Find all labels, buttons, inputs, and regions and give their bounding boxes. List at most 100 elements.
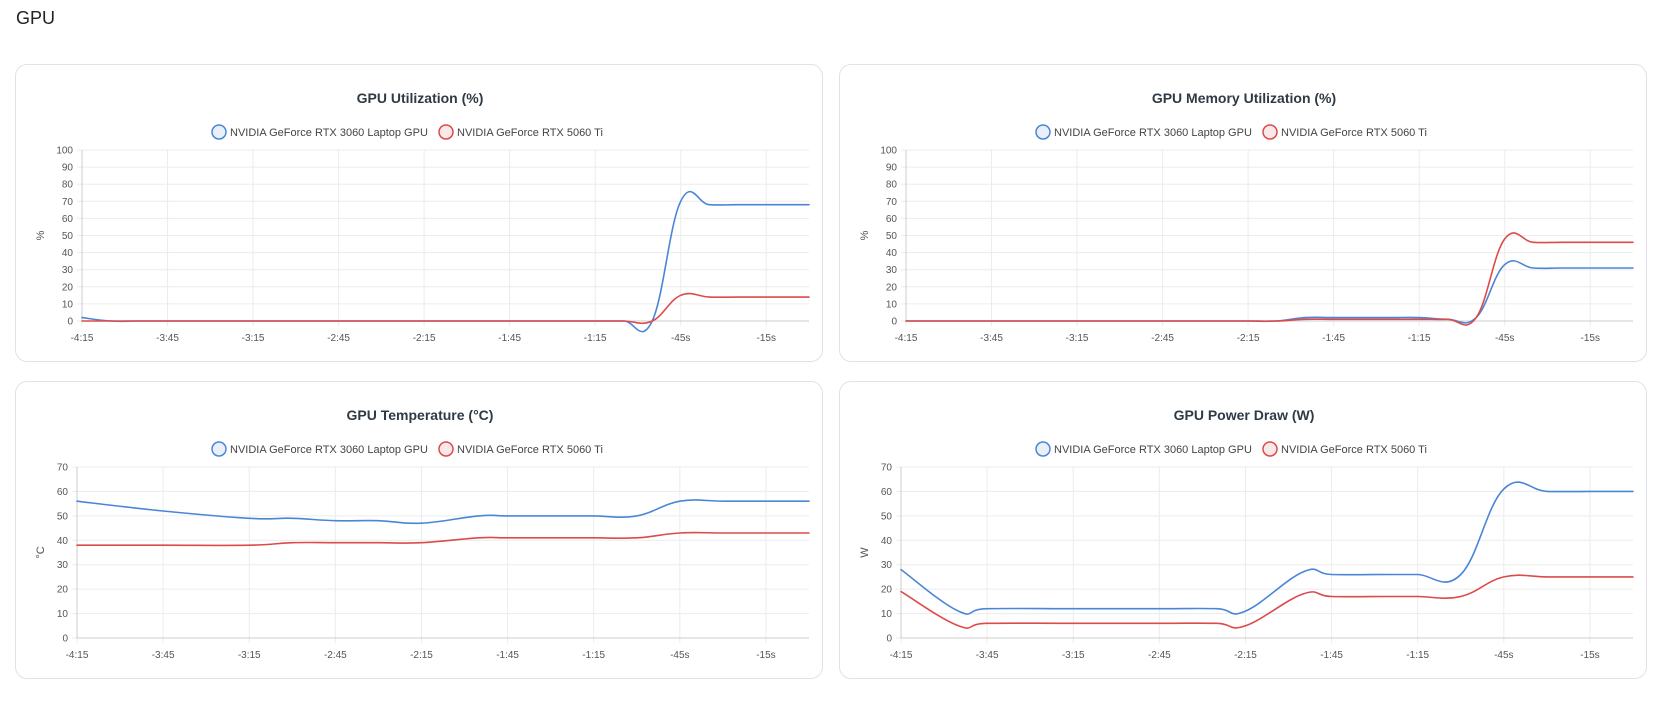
y-tick-label: 10	[57, 609, 69, 620]
x-tick-label: -2:45	[1148, 650, 1171, 661]
y-tick-label: 0	[62, 634, 68, 645]
y-tick-label: 60	[881, 487, 893, 498]
legend-label: NVIDIA GeForce RTX 3060 Laptop GPU	[1054, 127, 1252, 139]
legend-item-rtx-5060-ti[interactable]: NVIDIA GeForce RTX 5060 Ti	[438, 441, 603, 457]
x-tick-label: -2:15	[1234, 650, 1257, 661]
gpu-temperature-card: GPU Temperature (°C) NVIDIA GeForce RTX 3…	[15, 381, 823, 679]
series-line-rtx-5060-ti	[76, 531, 810, 547]
y-tick-label: 20	[62, 282, 74, 293]
x-tick-label: -15s	[757, 333, 776, 344]
y-tick-label: 10	[62, 299, 74, 310]
page-title: GPU	[16, 8, 56, 28]
y-tick-label: 20	[881, 585, 893, 596]
series-line-rtx-5060-ti	[81, 292, 810, 325]
gpu-utilization-card: GPU Utilization (%) NVIDIA GeForce RTX 30…	[15, 64, 823, 362]
grid	[77, 149, 809, 326]
x-tick-label: -4:15	[895, 333, 918, 344]
x-tick-label: -15s	[756, 650, 775, 661]
y-axis-label: %	[35, 230, 47, 240]
x-tick-label: -3:45	[152, 650, 175, 661]
x-tick-label: -4:15	[71, 333, 94, 344]
series-line-rtx-3060	[900, 481, 1634, 615]
y-tick-label: 30	[57, 560, 69, 571]
y-tick-label: 30	[62, 265, 74, 276]
legend-marker-icon	[1035, 441, 1051, 457]
x-tick-label: -1:15	[1406, 650, 1429, 661]
legend-label: NVIDIA GeForce RTX 5060 Ti	[457, 127, 603, 139]
x-tick-label: -2:15	[1237, 333, 1260, 344]
legend-marker-icon	[1262, 441, 1278, 457]
y-axis-label: %	[859, 230, 871, 240]
y-tick-label: 20	[57, 585, 69, 596]
legend-item-rtx-3060[interactable]: NVIDIA GeForce RTX 3060 Laptop GPU	[211, 124, 428, 140]
y-tick-label: 100	[880, 146, 897, 157]
x-tick-label: -45s	[1495, 333, 1514, 344]
x-tick-label: -2:45	[1151, 333, 1174, 344]
legend-marker-icon	[1262, 124, 1278, 140]
x-tick-label: -3:45	[980, 333, 1003, 344]
y-tick-label: 60	[57, 487, 69, 498]
x-tick-label: -3:15	[242, 333, 265, 344]
y-tick-label: 70	[57, 463, 69, 474]
x-tick-label: -3:15	[1066, 333, 1089, 344]
chart-title: GPU Power Draw (W)	[1174, 407, 1315, 423]
y-tick-label: 0	[886, 634, 892, 645]
y-tick-label: 40	[57, 536, 69, 547]
x-tick-label: -1:15	[584, 333, 607, 344]
x-tick-label: -45s	[1494, 650, 1513, 661]
legend-item-rtx-3060[interactable]: NVIDIA GeForce RTX 3060 Laptop GPU	[1035, 441, 1252, 457]
y-tick-label: 50	[57, 511, 69, 522]
chart-legend: NVIDIA GeForce RTX 3060 Laptop GPU NVIDIA…	[1035, 441, 1427, 457]
x-tick-label: -2:45	[327, 333, 350, 344]
legend-item-rtx-5060-ti[interactable]: NVIDIA GeForce RTX 5060 Ti	[1262, 441, 1427, 457]
gpu-power-draw-chart: GPU Power Draw (W) NVIDIA GeForce RTX 306…	[859, 407, 1634, 661]
y-tick-label: 80	[62, 180, 74, 191]
legend-item-rtx-3060[interactable]: NVIDIA GeForce RTX 3060 Laptop GPU	[1035, 124, 1252, 140]
y-tick-label: 60	[62, 214, 74, 225]
legend-item-rtx-5060-ti[interactable]: NVIDIA GeForce RTX 5060 Ti	[438, 124, 603, 140]
legend-marker-icon	[211, 124, 227, 140]
y-tick-label: 90	[62, 163, 74, 174]
legend-label: NVIDIA GeForce RTX 5060 Ti	[1281, 444, 1427, 456]
gpu-memory-utilization-card: GPU Memory Utilization (%) NVIDIA GeForce…	[839, 64, 1647, 362]
chart-legend: NVIDIA GeForce RTX 3060 Laptop GPU NVIDIA…	[211, 441, 603, 457]
legend-item-rtx-3060[interactable]: NVIDIA GeForce RTX 3060 Laptop GPU	[211, 441, 428, 457]
x-tick-label: -1:15	[1408, 333, 1431, 344]
chart-legend: NVIDIA GeForce RTX 3060 Laptop GPU NVIDIA…	[211, 124, 603, 140]
y-tick-label: 70	[881, 463, 893, 474]
x-tick-label: -3:45	[156, 333, 179, 344]
legend-label: NVIDIA GeForce RTX 3060 Laptop GPU	[1054, 444, 1252, 456]
legend-item-rtx-5060-ti[interactable]: NVIDIA GeForce RTX 5060 Ti	[1262, 124, 1427, 140]
y-tick-label: 10	[886, 299, 898, 310]
x-tick-label: -15s	[1581, 333, 1600, 344]
x-tick-label: -2:45	[324, 650, 347, 661]
series-line-rtx-5060-ti	[900, 574, 1634, 629]
legend-marker-icon	[438, 441, 454, 457]
x-tick-label: -1:45	[1320, 650, 1343, 661]
gpu-temperature-chart: GPU Temperature (°C) NVIDIA GeForce RTX 3…	[35, 407, 810, 661]
legend-marker-icon	[1035, 124, 1051, 140]
y-tick-label: 50	[886, 231, 898, 242]
y-tick-label: 0	[891, 317, 897, 328]
grid	[72, 466, 809, 643]
y-tick-label: 20	[886, 282, 898, 293]
x-tick-label: -15s	[1580, 650, 1599, 661]
y-tick-label: 0	[67, 317, 73, 328]
x-tick-label: -4:15	[890, 650, 913, 661]
y-tick-label: 50	[881, 511, 893, 522]
legend-label: NVIDIA GeForce RTX 5060 Ti	[1281, 127, 1427, 139]
x-tick-label: -3:45	[976, 650, 999, 661]
y-tick-label: 30	[881, 560, 893, 571]
y-axis-label: °C	[35, 546, 47, 558]
legend-marker-icon	[438, 124, 454, 140]
series-line-rtx-3060	[81, 191, 810, 333]
y-tick-label: 30	[886, 265, 898, 276]
y-tick-label: 70	[886, 197, 898, 208]
series-line-rtx-3060	[76, 499, 810, 525]
y-axis-label: W	[859, 547, 871, 558]
y-tick-label: 60	[886, 214, 898, 225]
legend-label: NVIDIA GeForce RTX 3060 Laptop GPU	[230, 444, 428, 456]
x-tick-label: -3:15	[238, 650, 261, 661]
y-tick-label: 100	[56, 146, 73, 157]
y-tick-label: 90	[886, 163, 898, 174]
